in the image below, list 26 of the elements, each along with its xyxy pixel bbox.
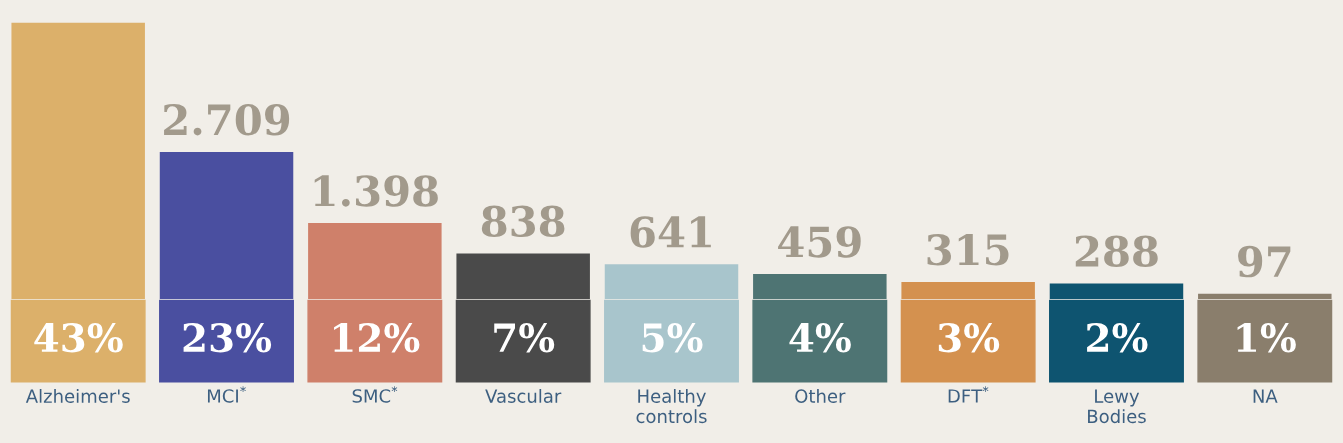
text: 1%: [1237, 322, 1296, 353]
data-label: 641: [630, 216, 711, 248]
x-tick-label: Alzheimer's: [25, 388, 130, 403]
text: 23%: [183, 322, 272, 353]
data-label: 1.398: [314, 175, 438, 207]
text: 43%: [34, 322, 123, 353]
data-label: 838: [481, 205, 565, 238]
text: 12%: [334, 322, 420, 353]
x-tick-label: NA: [1253, 389, 1278, 403]
data-label: 459: [778, 226, 861, 258]
text: 3%: [938, 322, 1000, 353]
text: 7%: [494, 322, 555, 353]
data-label: 2.709: [164, 103, 290, 136]
text: 2%: [1087, 322, 1148, 353]
x-tick-label: DFT$^{*}$: [948, 386, 989, 403]
data-label: 97: [1238, 245, 1291, 278]
text: 4%: [789, 322, 851, 353]
data-label: 288: [1075, 235, 1158, 267]
data-label: 315: [927, 233, 1009, 266]
x-tick-label: Vascular: [485, 388, 562, 403]
text: 5%: [642, 322, 703, 353]
x-tick-label: SMC$^{*}$: [352, 386, 398, 403]
x-tick-label: MCI$^{*}$: [207, 386, 246, 403]
x-tick-label: Other: [795, 388, 846, 403]
x-tick-label: Healthy controls: [636, 388, 707, 424]
x-tick-label: Lewy Bodies: [1088, 389, 1146, 424]
